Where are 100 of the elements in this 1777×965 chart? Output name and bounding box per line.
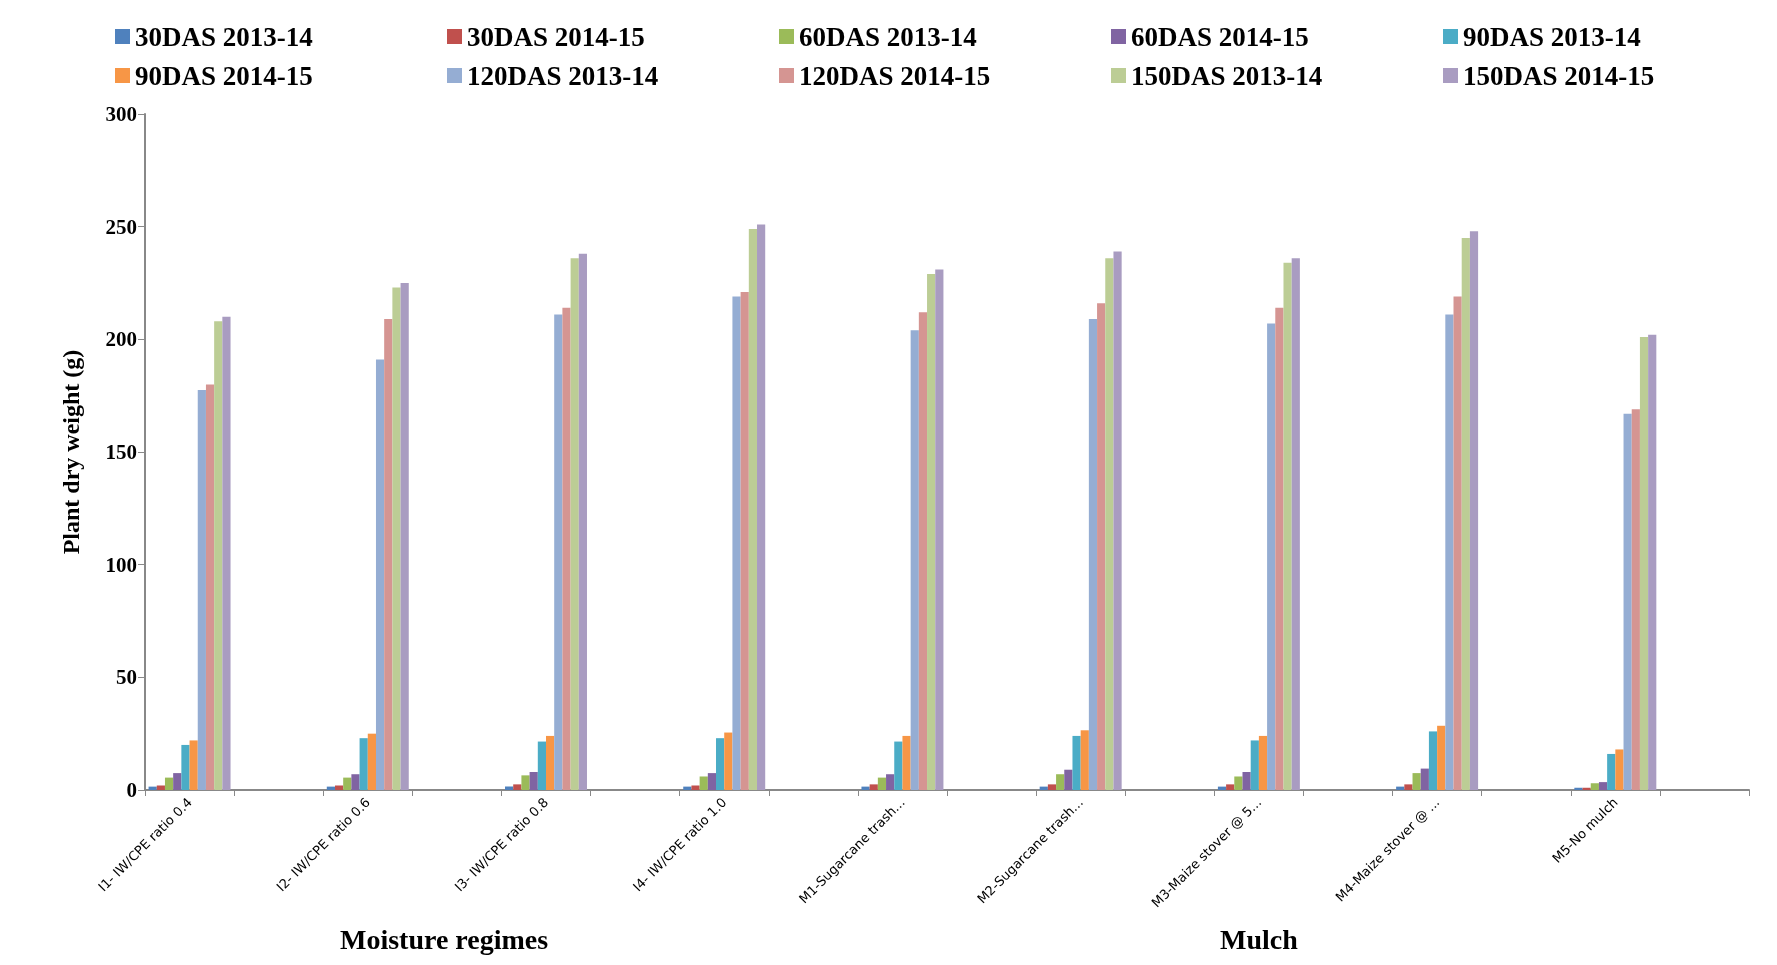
bar <box>707 773 717 790</box>
bar <box>1461 237 1470 790</box>
text: Mulch <box>1220 923 1299 955</box>
bar <box>1590 783 1599 790</box>
bar <box>1412 773 1421 790</box>
bar <box>1250 740 1259 790</box>
bar <box>384 319 393 790</box>
bar <box>910 330 919 790</box>
bar <box>1639 337 1649 790</box>
bar <box>1291 258 1300 790</box>
bar <box>529 771 538 790</box>
bar <box>222 316 231 790</box>
bar <box>732 296 741 790</box>
bar <box>197 390 206 790</box>
bar <box>1056 774 1065 790</box>
legend-label: 150DAS 2014-15 <box>1463 60 1655 91</box>
bar <box>1631 409 1640 790</box>
bar <box>521 775 530 790</box>
y-tick-label: 50 <box>116 665 137 690</box>
bar <box>375 359 385 790</box>
bar <box>400 283 409 790</box>
y-tick-label: 200 <box>105 327 137 352</box>
bar <box>894 741 903 790</box>
bar <box>1469 231 1479 790</box>
bar <box>1064 769 1073 790</box>
bar <box>156 785 165 790</box>
bar <box>691 785 700 790</box>
legend-label: 120DAS 2013-14 <box>467 60 659 91</box>
bar <box>392 287 401 790</box>
bar <box>570 258 579 790</box>
bar <box>1574 787 1583 790</box>
bar <box>181 744 190 790</box>
y-tick-label: 250 <box>105 214 137 239</box>
bar <box>1453 296 1462 790</box>
bar <box>359 738 368 790</box>
bar <box>1242 771 1251 790</box>
bar <box>1267 323 1276 790</box>
bar <box>1080 730 1089 790</box>
bar <box>1105 258 1114 790</box>
bar <box>716 738 725 790</box>
legend-label: 120DAS 2014-15 <box>799 60 991 91</box>
bar <box>1275 307 1284 790</box>
y-tick-label: 300 <box>105 102 137 126</box>
legend-label: 90DAS 2013-14 <box>1463 21 1641 52</box>
bar <box>214 321 223 790</box>
bar <box>699 776 708 790</box>
bar <box>1283 262 1292 790</box>
bar <box>1047 784 1057 790</box>
bar <box>537 741 546 790</box>
bar <box>1088 319 1098 790</box>
bar <box>351 774 360 790</box>
bar <box>757 224 766 790</box>
text: Moisture regimes <box>340 923 549 955</box>
bar <box>1615 749 1624 790</box>
legend-label: 30DAS 2014-15 <box>467 21 645 52</box>
bar <box>343 777 352 790</box>
bar <box>927 273 936 790</box>
legend-label: 60DAS 2013-14 <box>799 21 977 52</box>
bar <box>902 735 911 790</box>
bar <box>189 740 198 790</box>
bar <box>1437 725 1446 790</box>
bar <box>935 269 944 790</box>
bar <box>748 228 758 790</box>
y-tick-label: 0 <box>126 778 137 802</box>
bar <box>562 307 571 790</box>
legend-label: 90DAS 2014-15 <box>135 60 313 91</box>
bar <box>173 773 182 790</box>
bar <box>1258 735 1268 790</box>
bar <box>861 786 870 790</box>
bar <box>578 253 587 790</box>
bar <box>1623 413 1632 790</box>
bar <box>513 784 522 790</box>
bar <box>1607 753 1616 790</box>
bar <box>1226 784 1235 790</box>
y-tick-label: 100 <box>105 552 137 577</box>
bar <box>724 732 733 790</box>
bar <box>1113 251 1122 790</box>
bar <box>334 785 344 790</box>
bar <box>1072 735 1081 790</box>
legend-label: 150DAS 2013-14 <box>1131 60 1323 91</box>
y-axis-title: Plant dry weight (g) <box>58 349 84 555</box>
bar <box>1234 776 1243 790</box>
bar <box>869 784 878 790</box>
bar <box>164 777 174 790</box>
bar <box>1097 303 1106 790</box>
bar <box>1428 731 1438 790</box>
bar <box>740 292 749 790</box>
bar <box>918 312 928 790</box>
bar <box>886 774 895 790</box>
bar <box>1445 314 1454 790</box>
bar <box>1598 782 1608 790</box>
bar <box>546 735 555 790</box>
y-tick-label: 150 <box>105 440 137 464</box>
bar <box>554 314 563 790</box>
bar <box>1648 334 1657 790</box>
bar <box>1420 768 1429 790</box>
bar <box>367 733 376 790</box>
bar <box>205 384 215 790</box>
legend-label: 60DAS 2014-15 <box>1131 21 1309 52</box>
legend-label: 30DAS 2013-14 <box>135 21 313 52</box>
